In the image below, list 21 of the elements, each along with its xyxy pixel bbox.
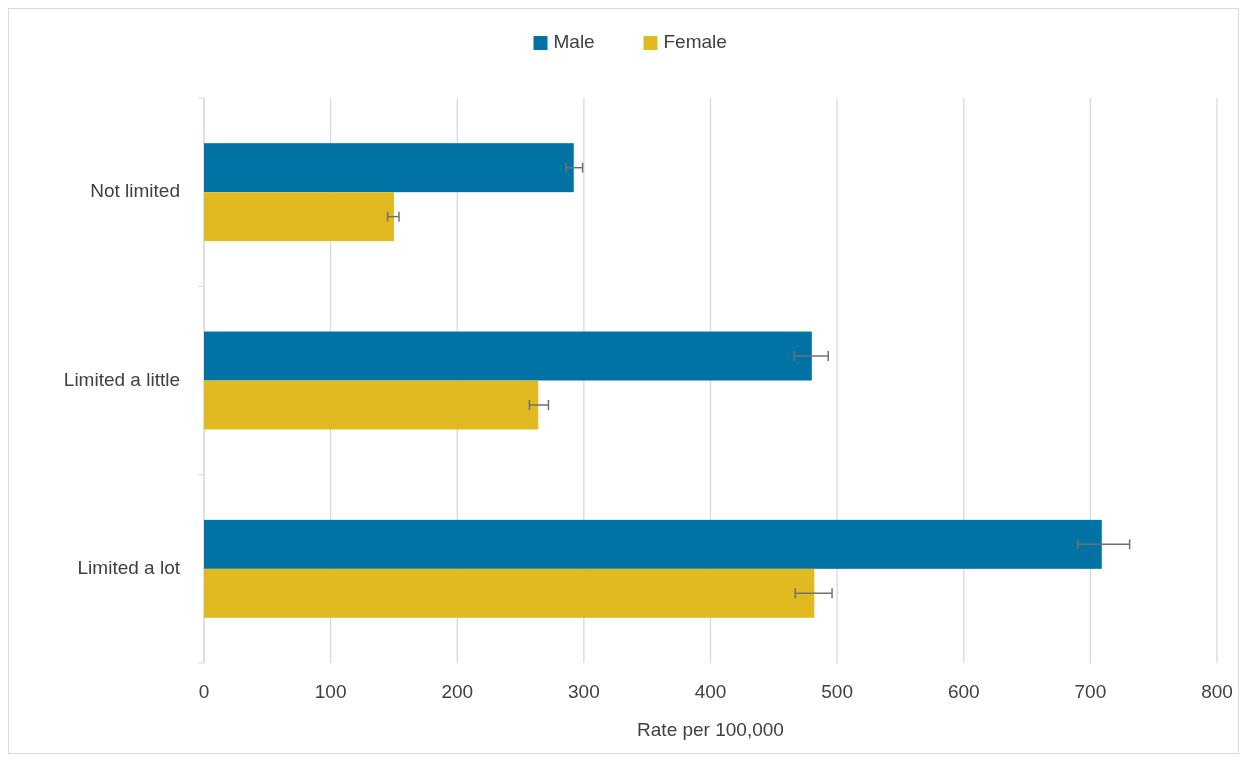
y-tick-label: Limited a little (63, 368, 180, 390)
bar (204, 192, 394, 242)
x-axis-title: Rate per 100,000 (637, 719, 784, 740)
legend-label: Male (553, 31, 595, 53)
x-tick-label: 400 (694, 681, 727, 702)
x-tick-label: 700 (1074, 681, 1107, 702)
legend-label: Female (663, 31, 727, 53)
y-tick-label: Limited a lot (77, 556, 181, 578)
x-tick-label: 100 (314, 681, 347, 702)
y-tick-label: Not limited (90, 180, 180, 202)
bar (204, 568, 815, 618)
bar (204, 331, 812, 381)
x-tick-label: 600 (947, 681, 980, 702)
x-tick-label: 500 (821, 681, 853, 702)
bar (204, 519, 1102, 569)
bar (204, 143, 574, 193)
x-tick-label: 800 (1201, 681, 1233, 702)
bar (204, 380, 539, 430)
x-tick-label: 200 (441, 681, 474, 702)
x-tick-label: 300 (568, 681, 600, 702)
x-tick-label: 0 (198, 681, 210, 702)
